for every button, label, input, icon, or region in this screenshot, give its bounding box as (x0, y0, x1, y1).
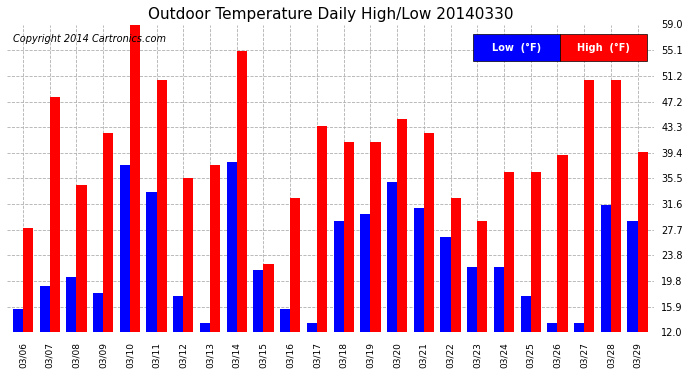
Bar (638, 152, 648, 332)
Bar (414, 208, 424, 332)
FancyBboxPatch shape (560, 34, 647, 62)
Bar (173, 296, 184, 332)
Bar (440, 237, 451, 332)
Bar (264, 264, 274, 332)
Bar (210, 165, 220, 332)
Bar (157, 80, 167, 332)
Bar (184, 178, 193, 332)
Bar (360, 214, 371, 332)
Bar (237, 51, 247, 332)
Bar (120, 165, 130, 332)
Bar (520, 296, 531, 332)
Bar (504, 172, 514, 332)
Bar (584, 80, 594, 332)
Bar (253, 270, 264, 332)
Bar (344, 142, 354, 332)
Bar (627, 221, 638, 332)
Text: Low  (°F): Low (°F) (492, 42, 541, 52)
Bar (13, 309, 23, 332)
Bar (226, 162, 237, 332)
Bar (23, 228, 33, 332)
Text: Copyright 2014 Cartronics.com: Copyright 2014 Cartronics.com (13, 34, 166, 44)
Bar (611, 80, 621, 332)
Title: Outdoor Temperature Daily High/Low 20140330: Outdoor Temperature Daily High/Low 20140… (148, 7, 513, 22)
Bar (531, 172, 541, 332)
Bar (307, 322, 317, 332)
Bar (317, 126, 327, 332)
Bar (547, 322, 558, 332)
Bar (333, 221, 344, 332)
Bar (93, 293, 103, 332)
FancyBboxPatch shape (473, 34, 560, 62)
Bar (387, 182, 397, 332)
Bar (467, 267, 477, 332)
Bar (130, 24, 140, 332)
Bar (601, 205, 611, 332)
Bar (397, 120, 407, 332)
Bar (424, 133, 434, 332)
Bar (290, 198, 300, 332)
Bar (50, 96, 60, 332)
Bar (39, 286, 50, 332)
Bar (574, 322, 584, 332)
Bar (280, 309, 290, 332)
Bar (451, 198, 461, 332)
Bar (477, 221, 487, 332)
Bar (146, 192, 157, 332)
Bar (103, 133, 113, 332)
Text: High  (°F): High (°F) (577, 42, 630, 52)
Bar (371, 142, 381, 332)
Bar (558, 156, 568, 332)
Bar (77, 185, 86, 332)
Bar (66, 277, 77, 332)
Bar (200, 322, 210, 332)
Bar (494, 267, 504, 332)
